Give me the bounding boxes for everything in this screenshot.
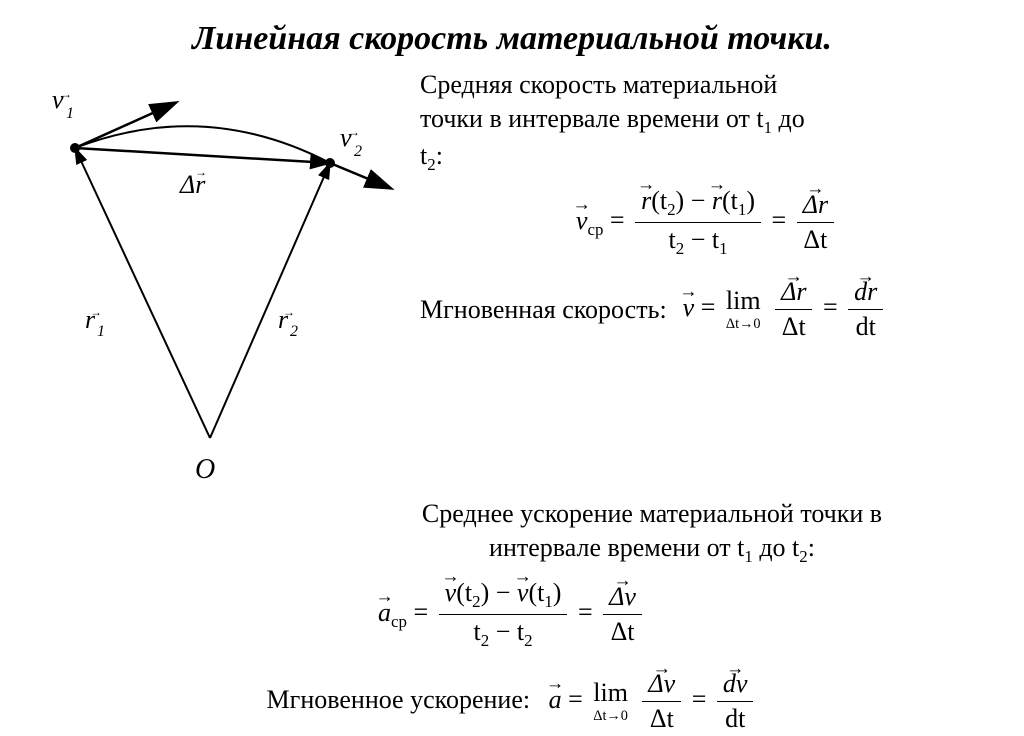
svg-text:2: 2 (354, 143, 362, 160)
svg-text:1: 1 (66, 105, 74, 122)
avg-accel-formula: aср = v(t2) − v(t1) t2 − t2 = Δv Δt (30, 576, 994, 653)
svg-text:→: → (90, 305, 102, 319)
svg-text:→: → (60, 87, 72, 101)
page-title: Линейная скорость материальной точки. (30, 20, 994, 58)
svg-text:→: → (283, 305, 295, 319)
svg-text:O: O (195, 454, 215, 485)
inst-accel-row: Мгновенное ускорение: a = lim Δt→0 Δv Δt… (30, 667, 994, 736)
inst-velocity-row: Мгновенная скорость: v = lim Δt→0 Δr Δt … (420, 275, 994, 344)
svg-text:1: 1 (97, 323, 105, 340)
diagram: v → 1 v → 2 Δr → r → 1 r → 2 O (30, 68, 400, 493)
svg-text:→: → (195, 165, 207, 179)
avg-velocity-formula: vср = r(t2) − r(t1) t2 − t1 = Δr Δt (420, 184, 994, 261)
avg-accel-text: Среднее ускорение материальной точки в и… (310, 497, 994, 568)
svg-text:→: → (348, 125, 360, 139)
svg-text:2: 2 (290, 323, 298, 340)
avg-velocity-text: Средняя скорость материальной точки в ин… (420, 68, 994, 176)
